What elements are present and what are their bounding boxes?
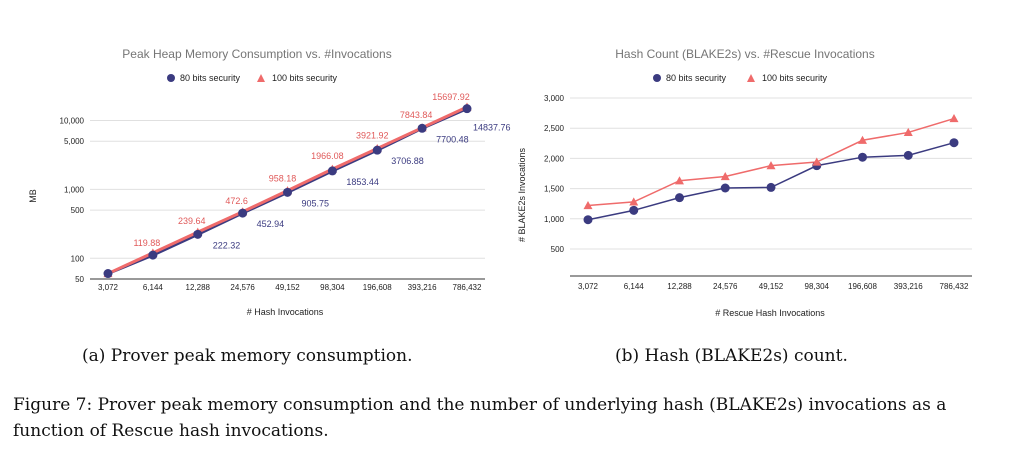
y-tick-label: 500 bbox=[551, 245, 565, 254]
chart-b-legend-triangle-icon bbox=[747, 74, 755, 82]
chart-a-xlabel: # Hash Invocations bbox=[247, 307, 324, 317]
chart-b-ylabel: # BLAKE2s Invocations bbox=[517, 147, 527, 242]
chart-a-legend-label-2: 100 bits security bbox=[272, 73, 338, 83]
series-2-point bbox=[949, 114, 959, 123]
x-tick-label: 49,152 bbox=[759, 282, 784, 291]
x-tick-label: 6,144 bbox=[143, 283, 164, 292]
x-tick-label: 196,608 bbox=[848, 282, 877, 291]
chart-a-title: Peak Heap Memory Consumption vs. #Invoca… bbox=[122, 47, 391, 61]
data-label: 3921.92 bbox=[356, 130, 389, 140]
chart-b-legend-circle-icon bbox=[653, 74, 661, 82]
series-1-point bbox=[858, 152, 867, 162]
x-tick-label: 24,576 bbox=[713, 282, 738, 291]
y-tick-label: 50 bbox=[75, 275, 84, 284]
data-label: 15697.92 bbox=[432, 92, 470, 102]
x-tick-label: 98,304 bbox=[320, 283, 345, 292]
data-label: 222.32 bbox=[213, 240, 241, 250]
y-tick-label: 1,000 bbox=[64, 185, 85, 194]
chart-a-plot: 50 100 500 1,000 5,000 10,000 3,072 6,144 12,288… bbox=[60, 92, 511, 292]
x-tick-label: 12,288 bbox=[667, 282, 692, 291]
chart-a-legend-label-1: 80 bits security bbox=[180, 73, 241, 83]
x-tick-label: 393,216 bbox=[894, 282, 923, 291]
x-tick-label: 3,072 bbox=[98, 283, 119, 292]
data-label: 1966.08 bbox=[311, 151, 344, 161]
data-label: 3706.88 bbox=[391, 156, 424, 166]
chart-a-legend-triangle-icon bbox=[257, 74, 265, 82]
data-label: 1853.44 bbox=[346, 177, 379, 187]
y-tick-label: 100 bbox=[71, 254, 85, 263]
series-2-point bbox=[812, 157, 822, 166]
series-2-point bbox=[583, 201, 593, 210]
data-label: 905.75 bbox=[302, 198, 330, 208]
y-tick-label: 1,000 bbox=[544, 215, 565, 224]
x-tick-label: 196,608 bbox=[363, 283, 392, 292]
caption-b: (b) Hash (BLAKE2s) count. bbox=[615, 346, 848, 366]
chart-b-plot: 500 1,000 1,500 2,000 2,500 3,000 3,072 6,144 12… bbox=[544, 94, 972, 291]
x-tick-label: 6,144 bbox=[624, 282, 645, 291]
y-tick-label: 3,000 bbox=[544, 94, 565, 103]
series-2-point bbox=[629, 197, 639, 206]
x-tick-label: 393,216 bbox=[408, 283, 437, 292]
y-tick-label: 10,000 bbox=[60, 116, 85, 125]
series-1-point bbox=[372, 145, 382, 155]
x-tick-label: 3,072 bbox=[578, 282, 599, 291]
series-2-point bbox=[858, 135, 867, 144]
data-label: 472.6 bbox=[225, 196, 248, 206]
figure-caption: Figure 7: Prover peak memory consumption… bbox=[13, 395, 947, 441]
data-label: 14837.76 bbox=[473, 123, 511, 133]
series-1-point bbox=[675, 193, 684, 203]
chart-a-legend-circle-icon bbox=[167, 74, 175, 82]
data-label: 7700.48 bbox=[436, 134, 469, 144]
series-line-1 bbox=[587, 141, 955, 221]
x-tick-label: 786,432 bbox=[453, 283, 482, 292]
x-tick-label: 49,152 bbox=[275, 283, 300, 292]
chart-b-xlabel: # Rescue Hash Invocations bbox=[715, 308, 825, 318]
series-2-point bbox=[766, 161, 776, 170]
y-tick-label: 500 bbox=[71, 206, 85, 215]
series-1-point bbox=[629, 205, 639, 215]
chart-b-title: Hash Count (BLAKE2s) vs. #Rescue Invocat… bbox=[615, 47, 874, 61]
data-label: 958.18 bbox=[269, 174, 297, 184]
series-1-point bbox=[327, 166, 337, 176]
data-label: 119.88 bbox=[133, 238, 160, 248]
chart-b-legend-label-2: 100 bits security bbox=[762, 73, 828, 83]
series-1-point bbox=[583, 215, 593, 225]
series-2-point bbox=[903, 127, 913, 137]
chart-a-ylabel: MB bbox=[28, 189, 38, 203]
series-1-point bbox=[103, 269, 113, 279]
chart-b-legend-label-1: 80 bits security bbox=[666, 73, 727, 83]
series-1-point bbox=[766, 182, 776, 192]
data-label: 452.94 bbox=[257, 219, 285, 229]
series-2-point bbox=[720, 172, 730, 181]
series-1-point bbox=[903, 150, 913, 160]
y-tick-label: 5,000 bbox=[64, 137, 85, 146]
series-1-point bbox=[949, 138, 959, 148]
series-1-point bbox=[148, 250, 158, 260]
series-2-point bbox=[675, 176, 684, 185]
series-1-point bbox=[417, 123, 427, 133]
x-tick-label: 24,576 bbox=[230, 283, 255, 292]
series-1-point bbox=[283, 187, 292, 197]
y-tick-label: 1,500 bbox=[544, 185, 565, 194]
data-label: 7843.84 bbox=[400, 110, 433, 120]
caption-a: (a) Prover peak memory consumption. bbox=[82, 346, 413, 366]
y-tick-label: 2,500 bbox=[544, 124, 565, 133]
data-label: 239.64 bbox=[178, 216, 206, 226]
x-tick-label: 786,432 bbox=[940, 282, 969, 291]
series-1-point bbox=[238, 208, 248, 218]
x-tick-label: 12,288 bbox=[186, 283, 211, 292]
series-1-point bbox=[462, 104, 472, 114]
series-1-point bbox=[720, 183, 730, 193]
y-tick-label: 2,000 bbox=[544, 154, 565, 163]
series-1-point bbox=[193, 229, 203, 239]
x-tick-label: 98,304 bbox=[805, 282, 830, 291]
